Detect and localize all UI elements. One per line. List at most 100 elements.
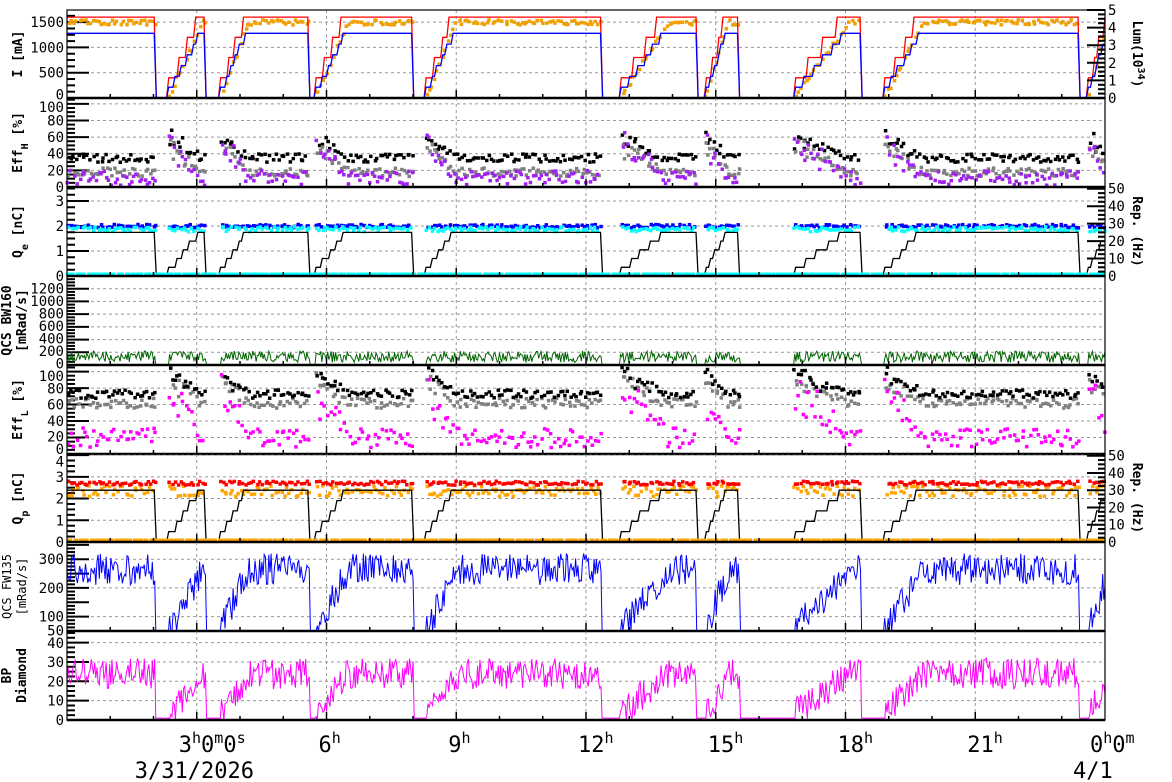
data-point bbox=[505, 22, 509, 27]
data-point bbox=[440, 162, 444, 167]
data-point bbox=[1023, 405, 1027, 409]
data-point bbox=[1043, 538, 1048, 542]
data-point bbox=[302, 481, 307, 486]
data-point bbox=[348, 434, 353, 439]
data-point bbox=[626, 379, 630, 383]
data-point bbox=[403, 389, 407, 394]
y-tick-label: 100 bbox=[39, 100, 64, 116]
data-point bbox=[123, 174, 127, 178]
data-point bbox=[88, 226, 93, 230]
data-point bbox=[780, 538, 784, 542]
data-point bbox=[342, 272, 346, 276]
data-point bbox=[889, 400, 894, 404]
data-point bbox=[139, 483, 144, 487]
data-point bbox=[633, 136, 638, 141]
data-point bbox=[1053, 480, 1057, 484]
data-point bbox=[982, 20, 987, 24]
data-point bbox=[463, 538, 467, 542]
data-point bbox=[720, 386, 724, 391]
data-point bbox=[906, 538, 911, 542]
data-point bbox=[916, 481, 920, 486]
data-point bbox=[315, 272, 319, 276]
data-point bbox=[932, 493, 937, 498]
data-point bbox=[94, 19, 98, 23]
data-point bbox=[706, 486, 711, 490]
data-point bbox=[532, 403, 537, 407]
data-point bbox=[798, 380, 803, 384]
data-point bbox=[570, 429, 575, 434]
data-point bbox=[1040, 481, 1045, 485]
data-point bbox=[681, 397, 685, 402]
data-point bbox=[969, 444, 974, 449]
data-point bbox=[104, 538, 109, 542]
data-point bbox=[349, 397, 354, 401]
data-point bbox=[444, 538, 449, 542]
data-point bbox=[445, 151, 449, 156]
data-point bbox=[445, 226, 450, 230]
data-point bbox=[933, 178, 937, 183]
data-point bbox=[78, 443, 83, 448]
data-point bbox=[112, 22, 117, 26]
data-point bbox=[751, 272, 756, 276]
data-point bbox=[1096, 272, 1100, 276]
data-point bbox=[826, 481, 830, 486]
data-point bbox=[920, 484, 925, 489]
data-point bbox=[1065, 428, 1070, 433]
data-point bbox=[820, 225, 824, 230]
data-point bbox=[118, 401, 123, 405]
data-point bbox=[580, 20, 584, 25]
data-point bbox=[337, 161, 341, 165]
data-point bbox=[931, 479, 935, 484]
data-point bbox=[967, 538, 972, 542]
data-point bbox=[1099, 223, 1103, 228]
data-point bbox=[119, 226, 123, 230]
data-point bbox=[965, 152, 969, 157]
data-point bbox=[676, 158, 680, 163]
data-point bbox=[722, 155, 726, 159]
data-point bbox=[512, 159, 516, 164]
data-point bbox=[978, 173, 982, 177]
data-point bbox=[632, 228, 637, 232]
data-point bbox=[632, 155, 637, 160]
data-point bbox=[533, 152, 537, 157]
data-point bbox=[806, 491, 810, 496]
data-point bbox=[1092, 481, 1096, 485]
data-point bbox=[616, 272, 620, 276]
data-point bbox=[734, 180, 739, 185]
data-point bbox=[132, 480, 137, 485]
data-point bbox=[1100, 158, 1105, 162]
data-point bbox=[451, 391, 456, 395]
data-point bbox=[804, 224, 809, 228]
data-point bbox=[544, 272, 549, 276]
data-point bbox=[912, 479, 917, 484]
data-point bbox=[108, 167, 113, 172]
data-point bbox=[549, 493, 553, 497]
data-point bbox=[135, 392, 140, 397]
data-point bbox=[89, 538, 94, 542]
data-point bbox=[826, 272, 830, 276]
data-point bbox=[621, 487, 625, 491]
data-point bbox=[553, 21, 557, 25]
data-point bbox=[307, 482, 311, 487]
data-point bbox=[314, 479, 319, 484]
data-point bbox=[446, 166, 451, 171]
data-point bbox=[945, 390, 950, 395]
data-point bbox=[561, 486, 565, 491]
data-point bbox=[821, 493, 825, 497]
data-point bbox=[388, 174, 392, 179]
data-point bbox=[109, 405, 113, 410]
data-point bbox=[437, 223, 442, 227]
data-point bbox=[843, 397, 847, 402]
data-point bbox=[691, 480, 696, 485]
data-point bbox=[283, 171, 288, 175]
data-point bbox=[810, 403, 814, 408]
data-point bbox=[1064, 173, 1069, 177]
data-point bbox=[487, 436, 491, 441]
data-point bbox=[145, 427, 150, 431]
data-point bbox=[849, 157, 853, 162]
data-point bbox=[889, 86, 893, 91]
data-point bbox=[375, 225, 379, 230]
right-tick-label: 3 bbox=[1108, 38, 1116, 54]
data-point bbox=[180, 538, 185, 542]
data-point bbox=[425, 133, 429, 138]
